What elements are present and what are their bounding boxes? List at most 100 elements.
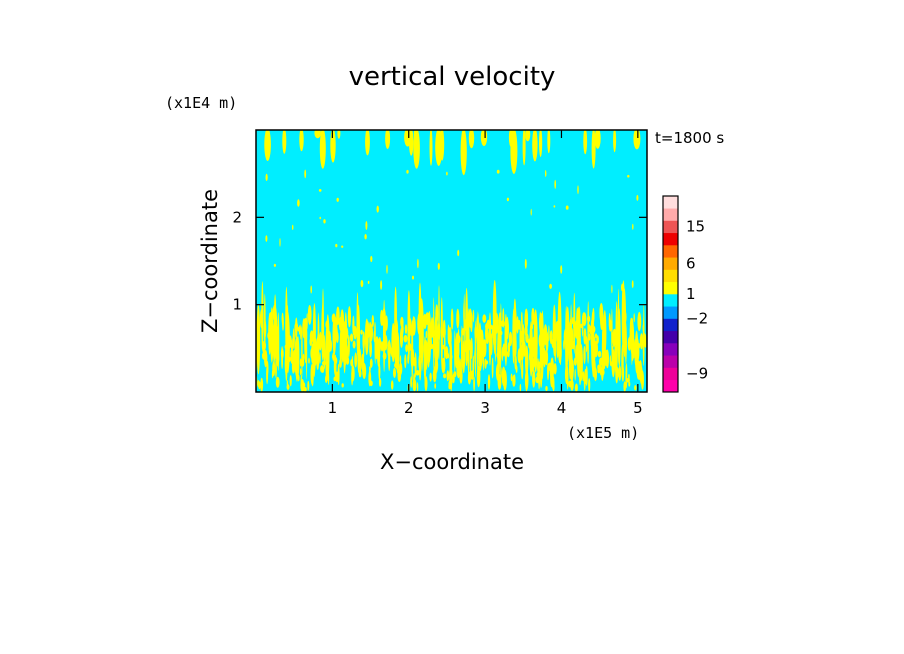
- updraft-top-streak: [633, 130, 641, 150]
- updraft-plume: [587, 301, 589, 353]
- x-tick-label: 4: [557, 399, 567, 417]
- updraft-cell: [369, 358, 373, 368]
- updraft-plume: [301, 326, 303, 379]
- updraft-cell: [295, 317, 298, 335]
- colorbar-tick-label: 1: [686, 285, 696, 303]
- updraft-top-streak: [330, 130, 336, 163]
- colorbar-segment: [663, 318, 678, 332]
- updraft-speck: [323, 219, 326, 224]
- updraft-cell: [297, 374, 300, 382]
- updraft-top-streak: [429, 130, 433, 166]
- colorbar-segment: [663, 196, 678, 209]
- updraft-cell: [349, 333, 354, 342]
- updraft-cell: [397, 368, 402, 382]
- updraft-cell: [468, 308, 473, 328]
- updraft-cell: [404, 324, 408, 335]
- updraft-plume: [339, 328, 343, 368]
- updraft-speck: [577, 185, 579, 195]
- updraft-top-streak: [508, 130, 514, 147]
- updraft-cell: [531, 307, 535, 326]
- updraft-plume: [334, 354, 337, 381]
- updraft-cell: [351, 365, 355, 382]
- updraft-plume: [512, 311, 515, 364]
- updraft-cell: [410, 376, 413, 388]
- updraft-cell: [300, 324, 302, 340]
- updraft-cell: [447, 353, 450, 359]
- updraft-plume: [550, 357, 554, 381]
- colorbar-segment: [663, 269, 678, 283]
- updraft-speck: [530, 208, 532, 216]
- updraft-plume: [465, 287, 468, 360]
- updraft-cell: [525, 333, 529, 344]
- updraft-cell: [609, 355, 612, 366]
- updraft-plume: [611, 349, 616, 378]
- colorbar-segment: [663, 245, 678, 258]
- updraft-cell: [271, 370, 274, 379]
- updraft-cell: [524, 369, 529, 391]
- updraft-cell: [429, 372, 432, 382]
- updraft-cell: [347, 306, 351, 328]
- updraft-cell: [315, 342, 319, 350]
- colorbar-segment: [663, 208, 678, 221]
- updraft-cell: [507, 342, 511, 354]
- updraft-plume: [332, 316, 337, 355]
- updraft-top-streak: [547, 130, 551, 154]
- updraft-plume: [478, 322, 482, 359]
- updraft-plume: [617, 288, 620, 364]
- updraft-cell: [361, 353, 365, 372]
- updraft-cell: [500, 320, 505, 327]
- updraft-plume: [377, 341, 381, 368]
- updraft-plume: [433, 297, 435, 371]
- plot-frame: [255, 129, 648, 393]
- x-axis: 1 2 3 4 5: [328, 130, 643, 417]
- updraft-speck: [553, 205, 556, 208]
- updraft-top-streak: [594, 130, 601, 149]
- colorbar-segment: [663, 257, 678, 270]
- updraft-plume: [554, 325, 557, 363]
- updraft-cell: [472, 309, 475, 323]
- updraft-plume: [424, 342, 428, 370]
- updraft-plume: [456, 356, 461, 379]
- updraft-plume: [488, 312, 492, 366]
- updraft-cell: [362, 331, 366, 351]
- updraft-speck: [367, 280, 370, 284]
- updraft-cell: [337, 363, 340, 386]
- updraft-cell: [543, 347, 546, 368]
- updraft-cell: [289, 375, 292, 387]
- updraft-top-streak: [435, 130, 443, 166]
- updraft-plume: [614, 344, 618, 360]
- updraft-speck: [335, 243, 338, 248]
- updraft-plume: [470, 337, 473, 359]
- updraft-cell: [412, 379, 417, 392]
- updraft-plume: [490, 333, 493, 356]
- updraft-cell: [404, 354, 407, 369]
- updraft-cell: [473, 376, 475, 392]
- updraft-speck: [380, 280, 383, 290]
- updraft-cell: [292, 328, 295, 350]
- updraft-cell: [502, 371, 506, 387]
- updraft-plume: [519, 322, 522, 369]
- colorbar-tick-label: −9: [686, 365, 708, 383]
- updraft-cell: [599, 303, 604, 323]
- updraft-plume: [297, 358, 300, 377]
- y-axis-title: Z−coordinate: [198, 189, 222, 333]
- updraft-plume: [578, 336, 582, 357]
- y-axis: 12: [232, 208, 647, 314]
- updraft-speck: [524, 258, 527, 269]
- updraft-speck: [554, 179, 556, 189]
- colorbar-frame: [662, 195, 679, 393]
- updraft-cell: [639, 333, 644, 350]
- updraft-plume: [615, 301, 618, 373]
- updraft-cell: [519, 383, 522, 392]
- updraft-cell: [594, 367, 597, 382]
- updraft-plume: [476, 311, 479, 378]
- updraft-plume: [602, 326, 604, 381]
- updraft-plume: [256, 304, 261, 375]
- updraft-top-streak: [583, 130, 588, 155]
- updraft-plume: [463, 293, 465, 360]
- updraft-speck: [265, 173, 268, 181]
- x-tick-label: 1: [328, 399, 338, 417]
- updraft-top-streak: [468, 130, 475, 149]
- updraft-cell: [319, 352, 321, 364]
- updraft-top-streak: [337, 130, 341, 139]
